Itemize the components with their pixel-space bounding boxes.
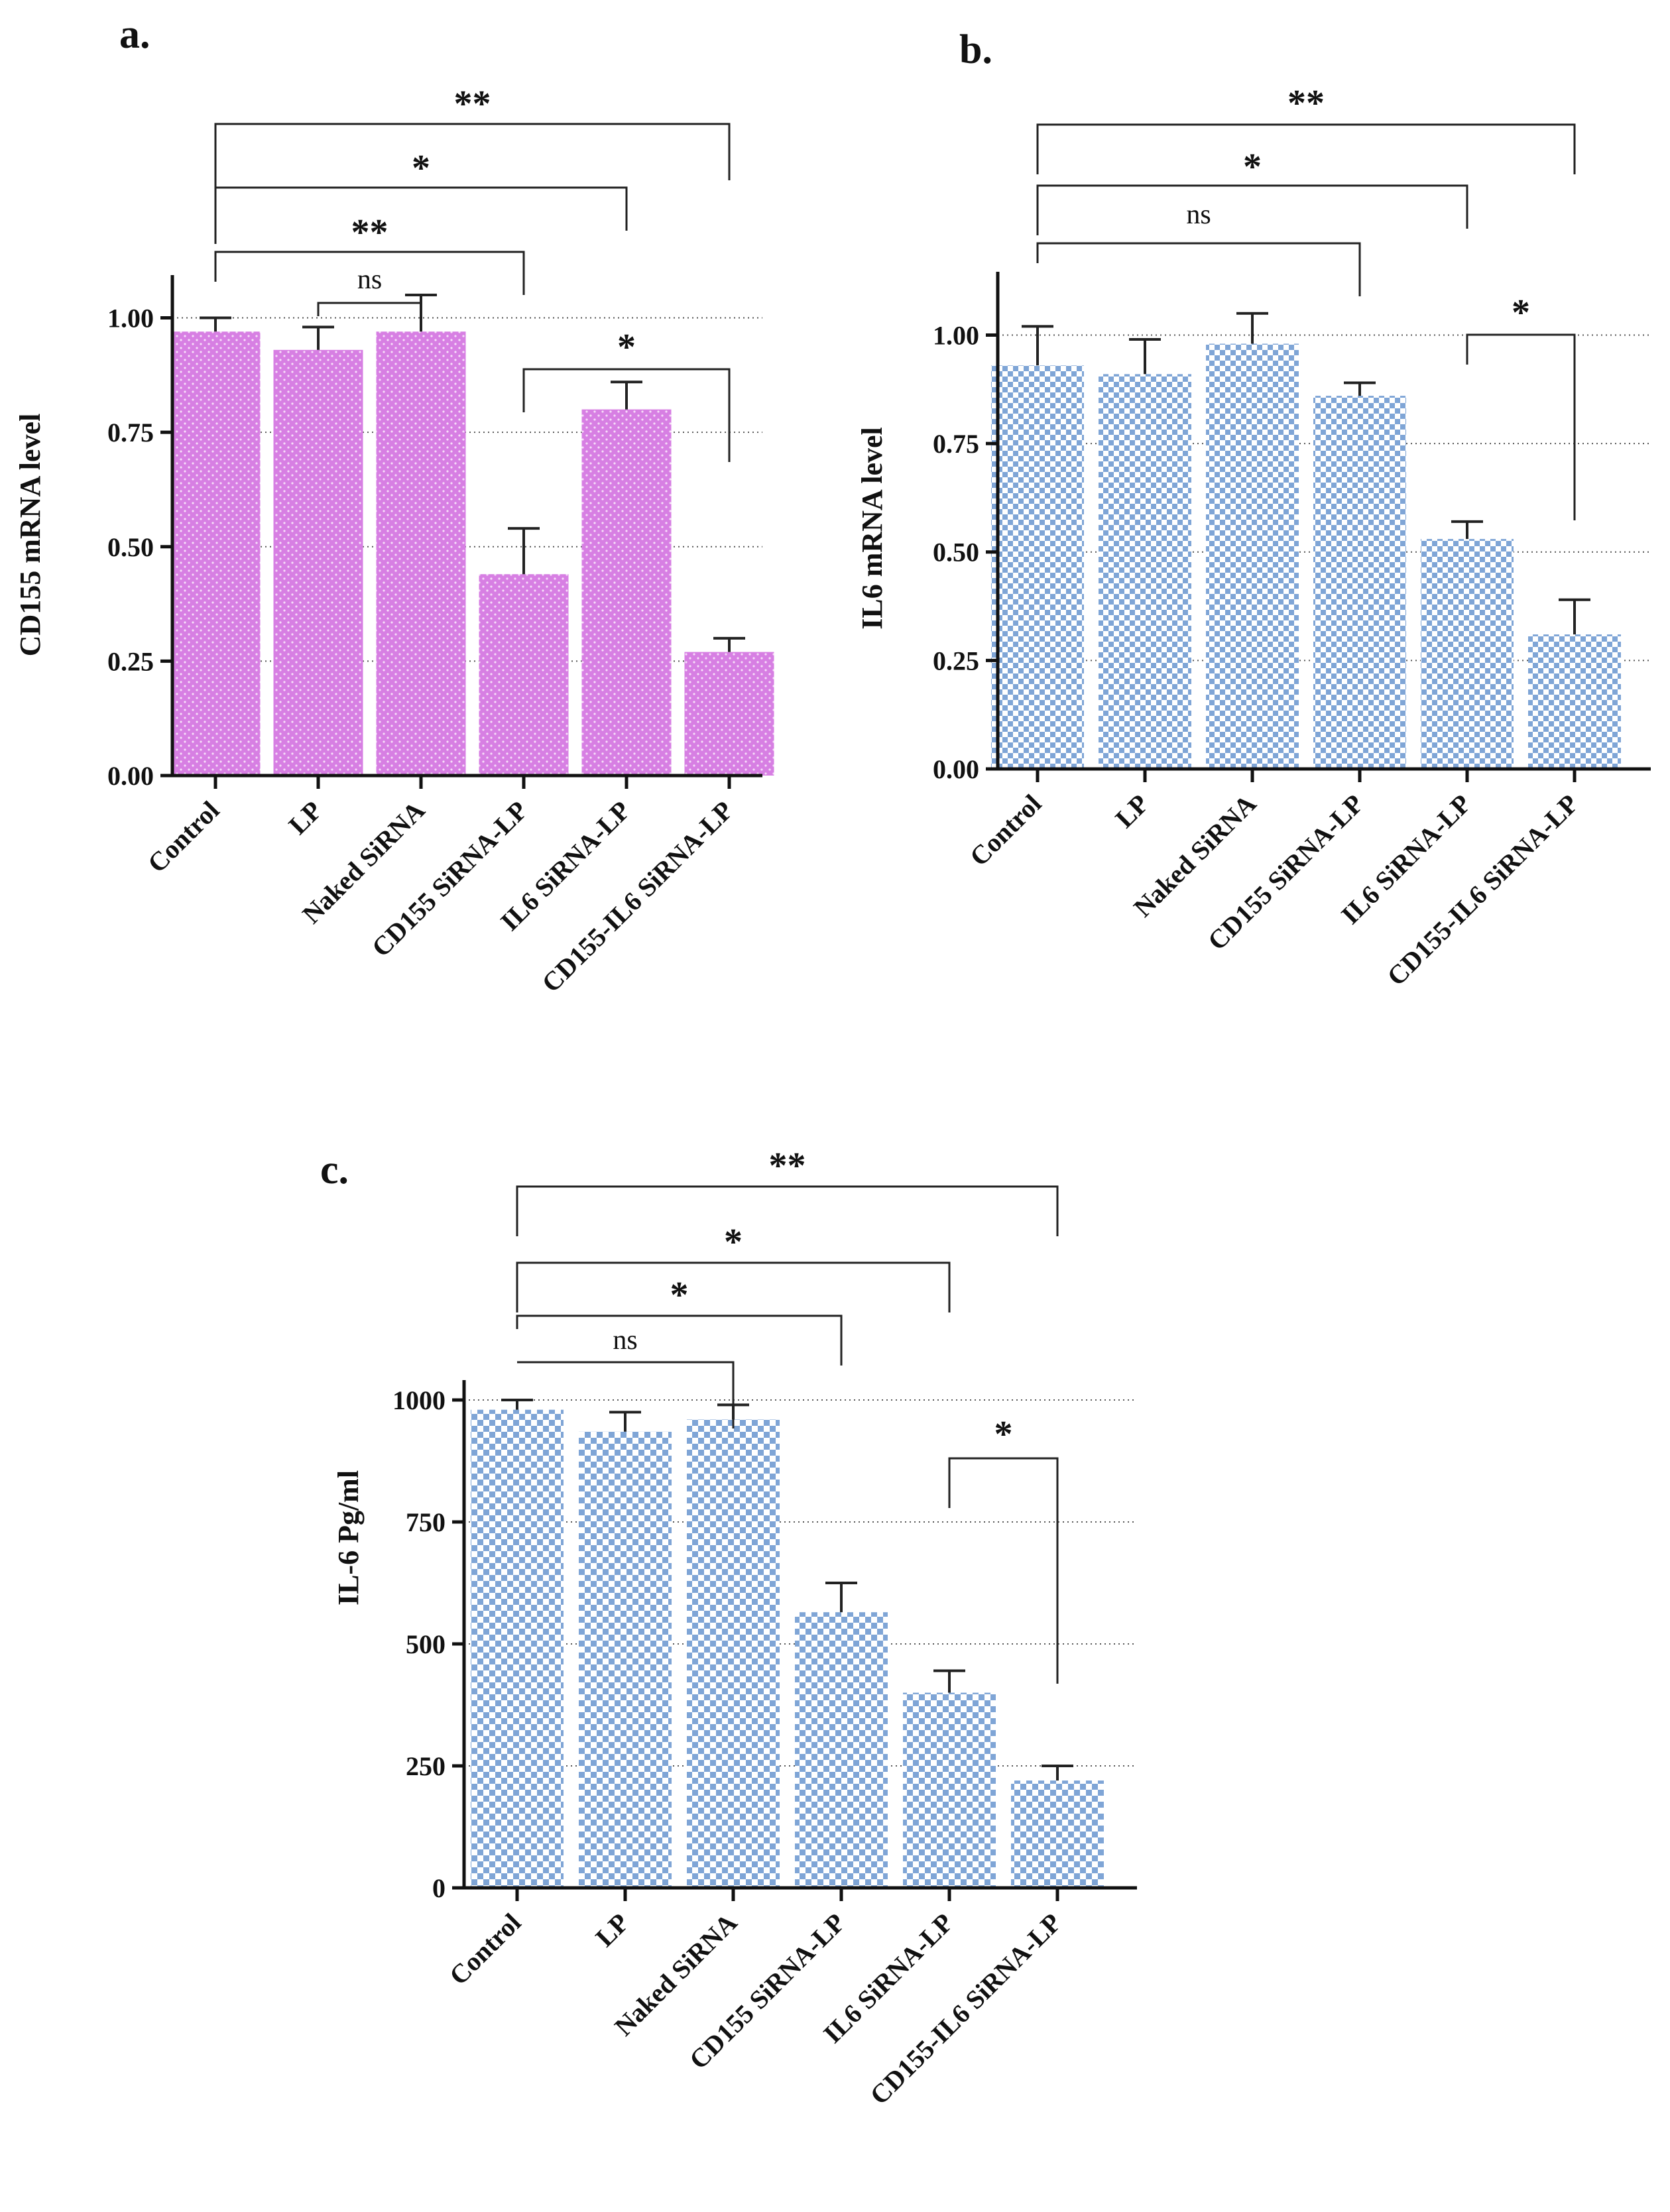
- bar: [471, 1409, 564, 1888]
- y-tick-label: 0.75: [107, 418, 154, 447]
- significance-label: **: [769, 1145, 806, 1187]
- significance-bracket: [1036, 242, 1361, 296]
- bar: [903, 1692, 996, 1888]
- significance-bracket: [517, 1361, 735, 1428]
- y-axis-label: IL6 mRNA level: [856, 427, 888, 630]
- bar: [991, 365, 1084, 769]
- significance-label: ns: [1186, 200, 1211, 230]
- bar: [687, 1419, 780, 1888]
- bar: [579, 1431, 672, 1888]
- significance-bracket: [1466, 333, 1576, 520]
- panel-letter: a.: [119, 12, 150, 57]
- bar: [795, 1612, 888, 1888]
- significance-bracket: [214, 186, 628, 244]
- y-tick-label: 1.00: [933, 320, 979, 350]
- bar: [1421, 539, 1514, 769]
- significance-label: *: [1243, 146, 1262, 188]
- bar: [376, 331, 466, 776]
- y-tick-label: 0.50: [107, 532, 154, 562]
- y-tick-label: 0.25: [933, 646, 979, 675]
- y-tick-label: 0.50: [933, 538, 979, 567]
- significance-label: **: [1287, 83, 1325, 124]
- y-tick-label: 250: [406, 1751, 446, 1781]
- significance-label: ns: [357, 264, 382, 295]
- panel-a: a. CD155 mRNA level 0.00 0.25 0.50 0.75 1.00…: [14, 12, 774, 998]
- x-tick-label: LP: [589, 1908, 634, 1953]
- bar: [1206, 343, 1299, 769]
- significance-bracket: [1036, 123, 1576, 174]
- significance-label: *: [617, 327, 636, 368]
- y-tick-label: 1000: [392, 1385, 446, 1415]
- bar: [581, 409, 672, 776]
- y-tick-label: 0.75: [933, 429, 979, 459]
- significance-bracket: [948, 1457, 1059, 1684]
- significance-bracket: [1036, 184, 1468, 235]
- significance-label: *: [412, 148, 430, 189]
- x-tick-label: Control: [142, 795, 225, 879]
- y-tick-label: 0: [432, 1873, 446, 1903]
- y-tick-label: 500: [406, 1629, 446, 1659]
- y-axis-label: CD155 mRNA level: [14, 414, 46, 657]
- bar: [1528, 634, 1621, 769]
- significance-label: *: [994, 1414, 1013, 1455]
- y-tick-label: 750: [406, 1507, 446, 1537]
- significance-label: *: [670, 1275, 689, 1316]
- y-axis-label: IL-6 Pg/ml: [332, 1470, 365, 1605]
- significance-bracket: [522, 368, 731, 462]
- bar: [273, 349, 363, 776]
- x-tick-label: CD155-IL6 SiRNA-LP: [864, 1908, 1067, 2111]
- significance-bracket: [317, 302, 422, 316]
- significance-label: *: [724, 1222, 743, 1263]
- x-tick-label: Control: [444, 1908, 527, 1991]
- x-tick-label: LP: [282, 795, 328, 841]
- bar: [1099, 374, 1191, 769]
- bar: [170, 331, 261, 776]
- significance-bracket: [516, 1261, 951, 1312]
- significance-label: ns: [613, 1325, 637, 1356]
- significance-bracket: [214, 123, 731, 210]
- significance-bracket: [516, 1185, 1059, 1236]
- bar: [479, 574, 569, 776]
- bar: [1313, 396, 1406, 769]
- x-tick-label: CD155-IL6 SiRNA-LP: [536, 795, 739, 998]
- panel-letter: b.: [959, 27, 992, 72]
- x-tick-label: CD155-IL6 SiRNA-LP: [1381, 789, 1584, 992]
- y-tick-label: 0.00: [107, 761, 154, 791]
- y-tick-label: 1.00: [107, 304, 154, 333]
- panel-b: b. IL6 mRNA level 0.00 0.25 0.50 0.75 1.00 Co…: [856, 27, 1651, 992]
- significance-label: *: [1512, 292, 1530, 333]
- bar: [1011, 1780, 1104, 1888]
- y-tick-label: 0.25: [107, 646, 154, 676]
- bar: [684, 652, 774, 776]
- panel-letter: c.: [320, 1147, 349, 1193]
- significance-label: **: [351, 212, 388, 253]
- significance-label: **: [454, 84, 491, 125]
- x-tick-label: LP: [1109, 789, 1154, 834]
- significance-bracket: [516, 1314, 843, 1366]
- x-tick-label: Control: [964, 789, 1047, 872]
- significance-bracket: [214, 251, 525, 295]
- y-tick-label: 0.00: [933, 754, 979, 784]
